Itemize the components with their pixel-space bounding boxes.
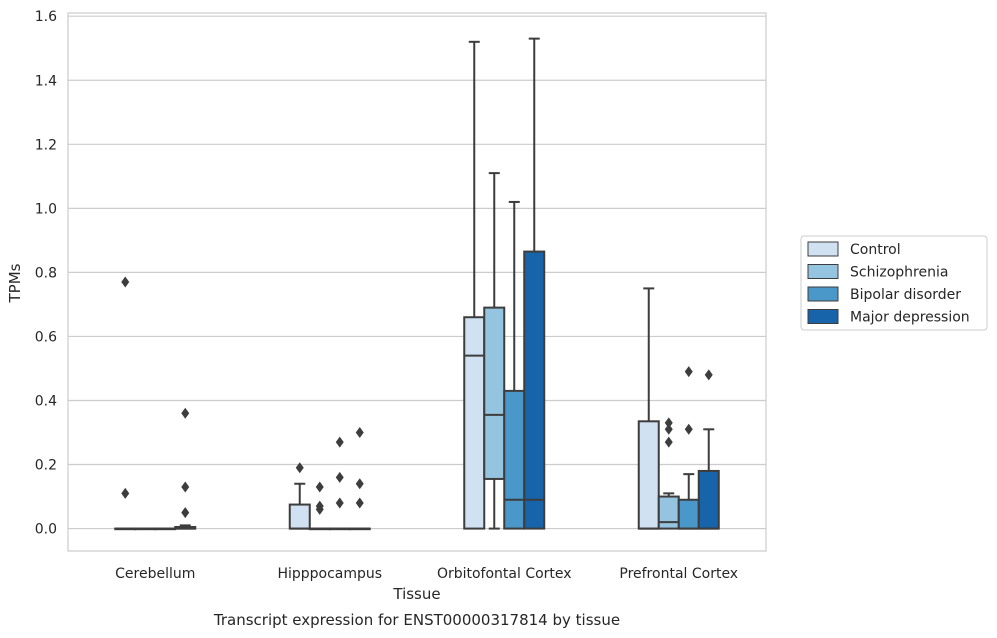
outlier-marker	[335, 497, 344, 509]
outlier-marker	[355, 427, 364, 439]
x-tick-label: Hipppocampus	[277, 566, 382, 582]
box-1-1	[308, 481, 331, 531]
box-3-1	[657, 417, 680, 530]
box-1-3	[348, 427, 371, 531]
x-tick-label: Orbitofontal Cortex	[437, 566, 572, 582]
outlier-marker	[315, 481, 324, 493]
box-0-3	[174, 407, 197, 530]
box-body	[697, 469, 720, 530]
y-tick-label: 1.0	[35, 201, 57, 217]
box-body	[288, 503, 311, 530]
box-body	[463, 316, 486, 530]
box-3-2	[677, 366, 700, 530]
grid-lines	[68, 15, 766, 530]
box-1-2	[328, 436, 351, 531]
box-body	[503, 389, 526, 530]
box-body	[637, 420, 660, 530]
legend-swatch	[807, 241, 839, 257]
legend-frame	[800, 235, 988, 331]
x-tick-label: Prefrontal Cortex	[619, 566, 738, 582]
outlier-marker	[704, 369, 713, 381]
outlier-marker	[664, 417, 673, 429]
outlier-marker	[181, 507, 190, 519]
legend-swatch	[807, 309, 839, 324]
box-0-0	[114, 276, 137, 531]
box-0-2	[154, 527, 177, 531]
box-body	[657, 495, 680, 530]
box-body	[677, 498, 700, 530]
legend-swatch	[807, 286, 839, 302]
y-tick-label: 0.0	[35, 522, 57, 538]
y-tick-label: 1.4	[35, 73, 57, 89]
box-2-1	[483, 172, 506, 530]
box-3-3	[697, 369, 720, 530]
outlier-marker	[295, 462, 304, 474]
legend: Control Schizophrenia Bipolar disorder Majo…	[800, 235, 988, 331]
box-1-0	[288, 462, 311, 530]
outlier-marker	[355, 497, 364, 509]
outlier-marker	[121, 276, 130, 288]
chart-caption: Transcript expression for ENST0000031781…	[213, 611, 620, 629]
outlier-marker	[335, 436, 344, 448]
y-tick-label: 0.8	[35, 265, 57, 281]
outlier-marker	[684, 366, 693, 378]
y-axis-ticks: 0.0 0.2 0.4 0.6 0.8 1.0 1.2 1.4 1.6	[35, 9, 57, 537]
y-tick-label: 1.2	[35, 137, 57, 153]
box-body	[483, 306, 506, 480]
outlier-marker	[664, 436, 673, 448]
box-2-3	[523, 37, 546, 530]
legend-label: Schizophrenia	[850, 265, 948, 281]
box-0-1	[134, 527, 157, 531]
x-tick-label: Cerebellum	[115, 566, 195, 582]
box-2-2	[503, 200, 526, 530]
box-2-0	[463, 40, 486, 530]
outlier-marker	[181, 407, 190, 419]
box-3-0	[637, 287, 660, 530]
outlier-marker	[355, 478, 364, 490]
outlier-marker	[684, 423, 693, 435]
outlier-marker	[664, 423, 673, 435]
legend-label: Major depression	[850, 310, 970, 326]
y-tick-label: 0.2	[35, 458, 57, 474]
outlier-marker	[121, 487, 130, 499]
legend-swatch	[807, 264, 839, 279]
outlier-marker	[181, 481, 190, 493]
legend-label: Control	[850, 242, 901, 258]
outlier-marker	[335, 471, 344, 483]
x-axis-label: Tissue	[392, 585, 440, 603]
box-body	[523, 250, 546, 530]
outlier-marker	[315, 503, 324, 515]
y-tick-label: 0.6	[35, 329, 57, 345]
boxes	[114, 37, 720, 531]
x-axis-ticks: Cerebellum Hipppocampus Orbitofontal Corte…	[115, 566, 738, 582]
y-tick-label: 1.6	[35, 9, 57, 25]
legend-label: Bipolar disorder	[850, 287, 961, 303]
y-axis-label: TPMs	[6, 263, 24, 303]
plot-area-frame	[67, 12, 767, 552]
y-tick-label: 0.4	[35, 393, 57, 409]
